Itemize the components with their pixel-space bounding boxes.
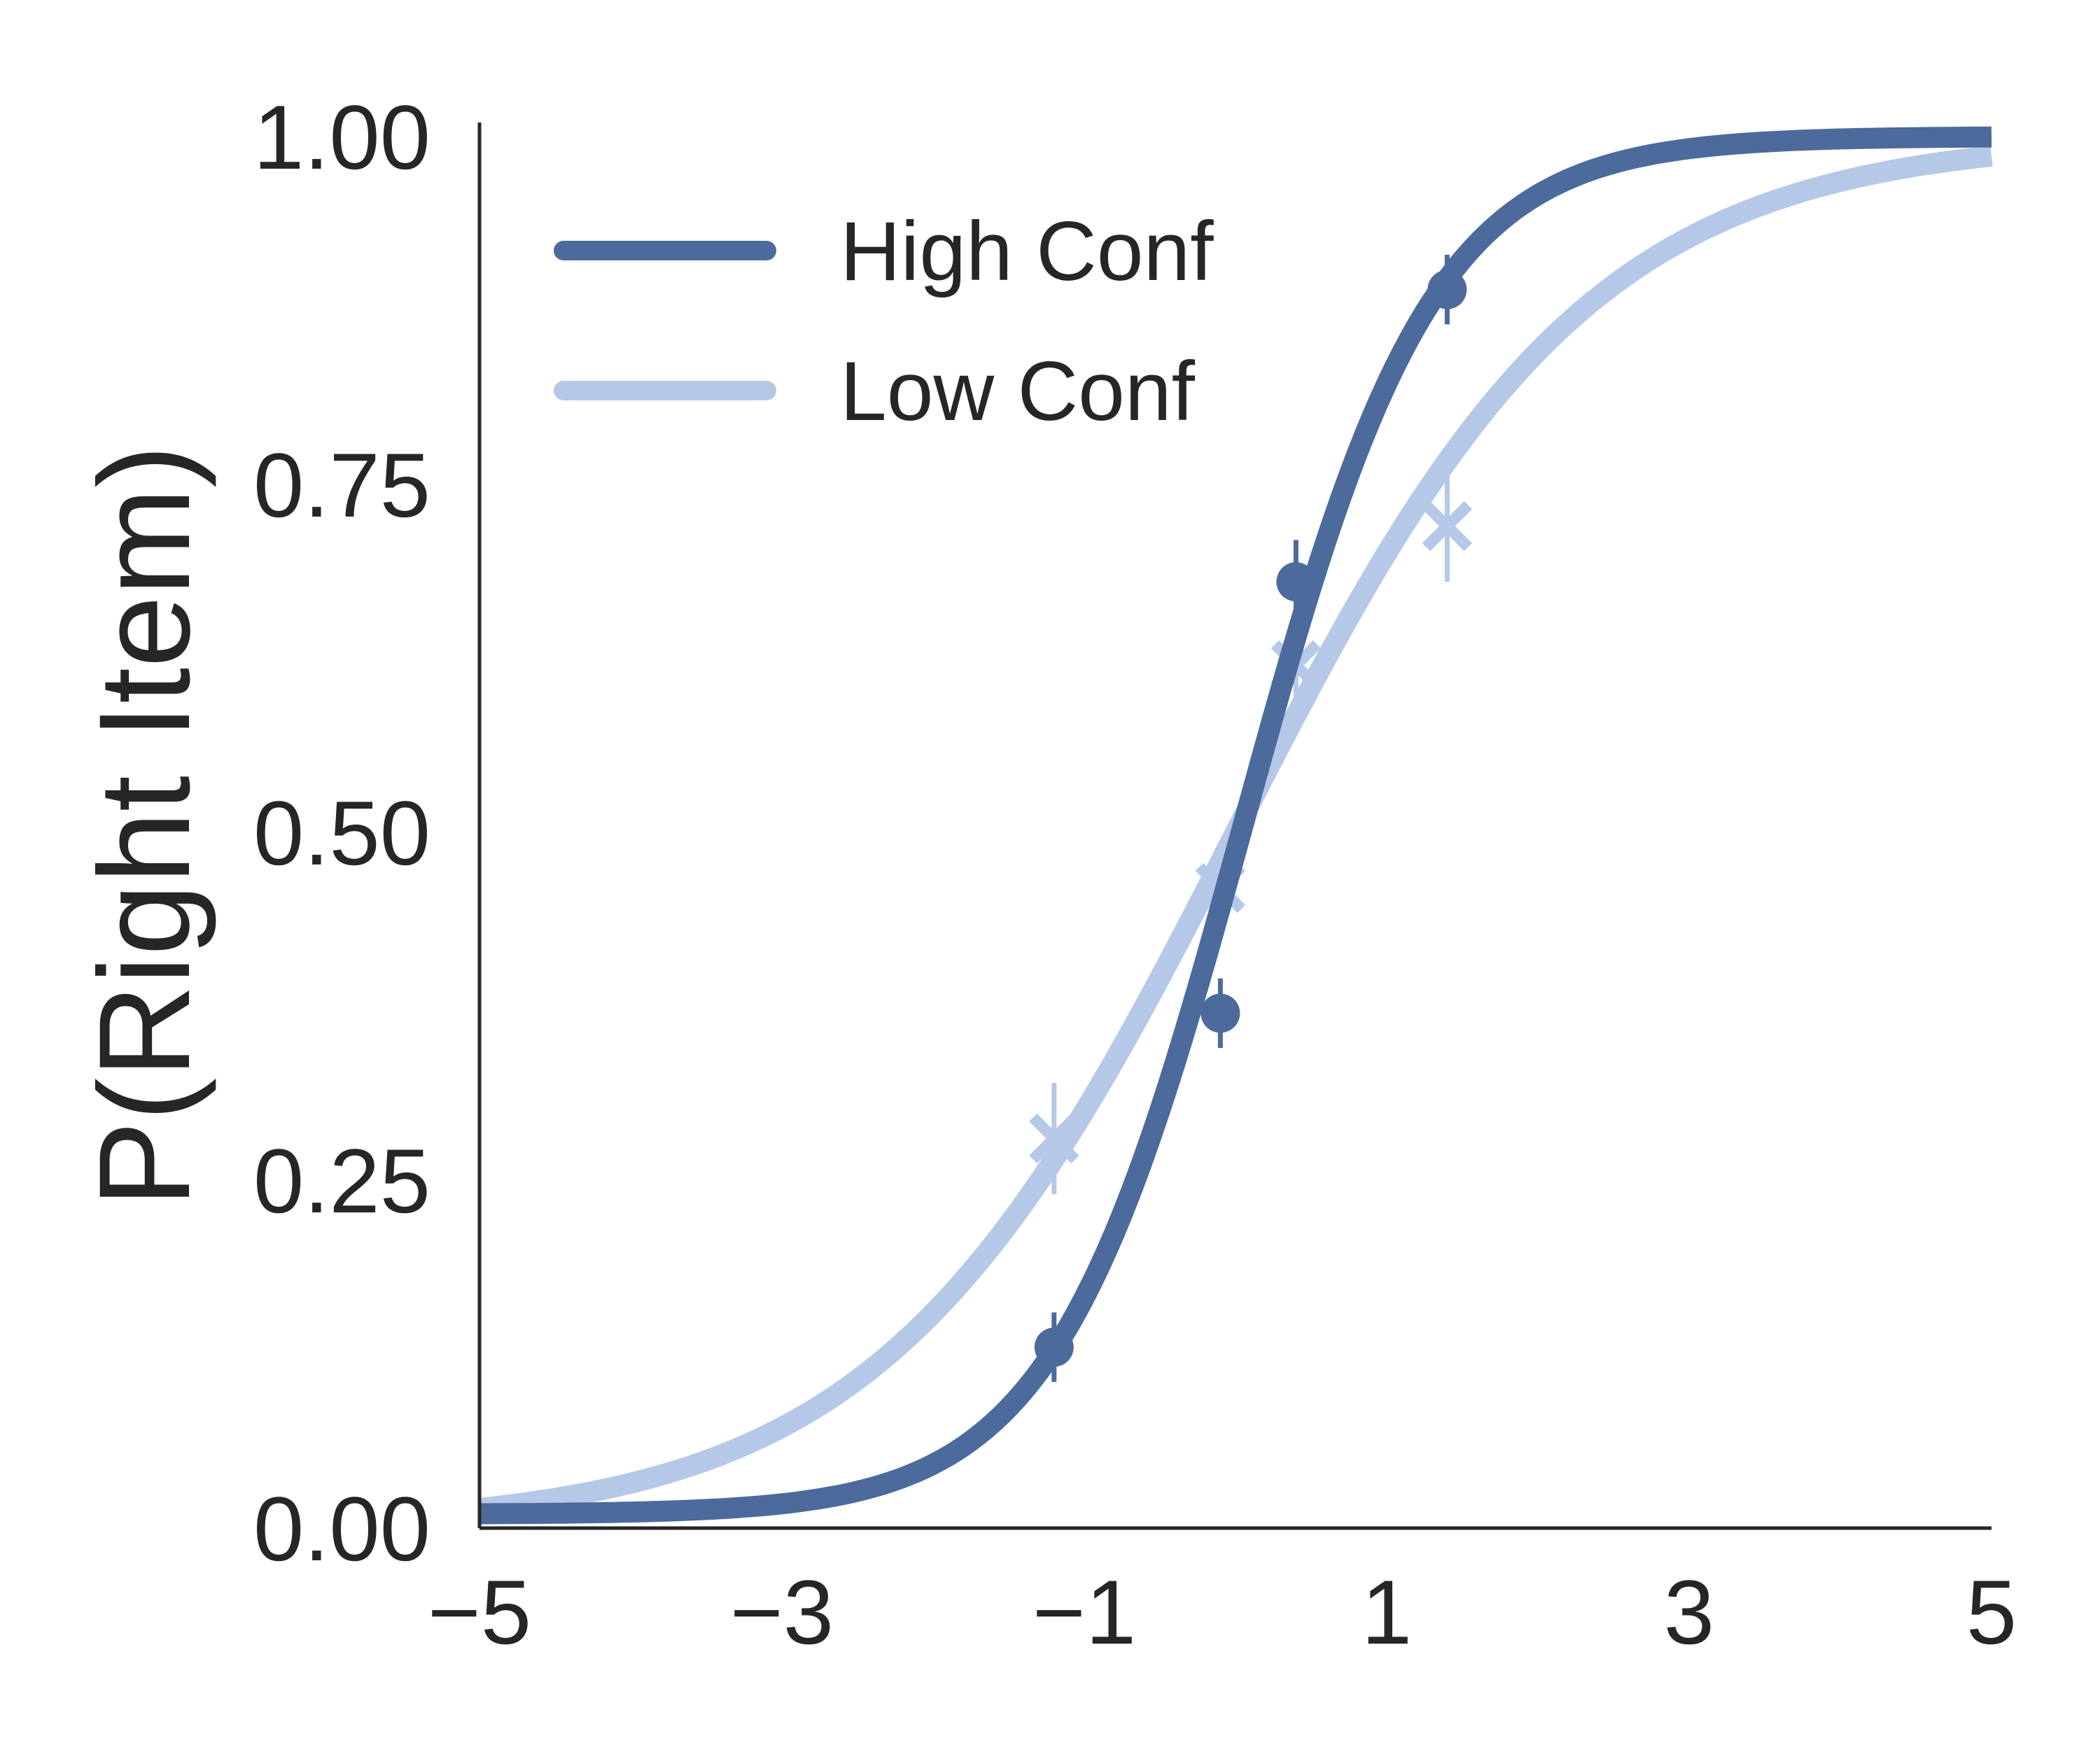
data-point [1029, 1113, 1079, 1164]
x-tick-label: 3 [1664, 1561, 1714, 1663]
legend-label: High Conf [840, 204, 1214, 298]
data-point [1034, 1327, 1074, 1367]
x-axis: −5 −3 −1 1 3 5 [428, 1526, 2017, 1663]
y-tick-label: 0.25 [253, 1130, 430, 1232]
y-tick-label: 0.75 [253, 434, 430, 536]
y-tick-label: 0.50 [253, 782, 430, 884]
data-point [1422, 500, 1473, 552]
y-axis: 0.00 0.25 0.50 0.75 1.00 [253, 86, 482, 1580]
x-tick-label: −3 [730, 1561, 834, 1663]
x-tick-label: 5 [1966, 1561, 2017, 1663]
y-tick-label: 1.00 [253, 86, 430, 188]
x-tick-label: −1 [1032, 1561, 1136, 1663]
data-point [1200, 993, 1240, 1033]
x-tick-label: −5 [428, 1561, 531, 1663]
data-point [1427, 270, 1467, 309]
plot-area [476, 126, 1995, 1525]
series-line [476, 126, 1995, 1525]
y-tick-label: 0.00 [253, 1478, 430, 1580]
x-tick-label: 1 [1362, 1561, 1412, 1663]
y-axis-title: P(Right Item) [73, 444, 217, 1208]
legend: High Conf Low Conf [554, 204, 1214, 438]
data-point [1276, 562, 1316, 602]
legend-label: Low Conf [840, 344, 1196, 438]
